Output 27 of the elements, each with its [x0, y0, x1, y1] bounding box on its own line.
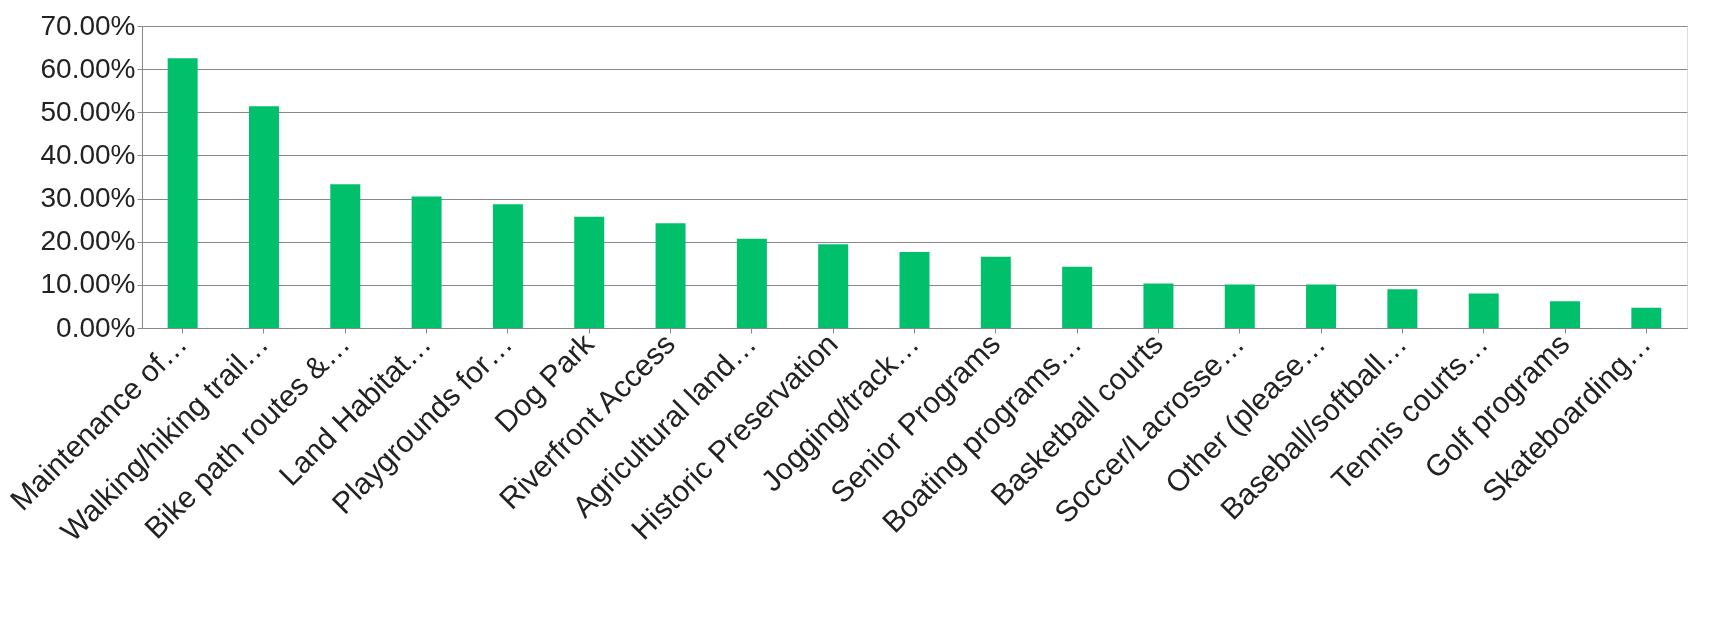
bar	[1062, 266, 1093, 328]
bar	[899, 252, 930, 328]
bar	[248, 106, 279, 328]
y-tick-label: 70.00%	[40, 9, 136, 41]
bar	[655, 223, 686, 328]
bar	[1306, 284, 1337, 328]
bar	[1224, 284, 1255, 328]
bar	[167, 58, 198, 328]
bar	[1631, 307, 1662, 328]
y-tick-label: 40.00%	[40, 138, 136, 170]
bar	[411, 196, 442, 328]
bar	[1468, 293, 1499, 328]
bar	[736, 238, 767, 328]
bar	[818, 244, 849, 328]
bar	[1550, 301, 1581, 328]
y-tick-label: 0.00%	[56, 311, 136, 343]
bar	[492, 204, 523, 328]
y-tick-label: 10.00%	[40, 268, 136, 300]
y-tick-label: 30.00%	[40, 182, 136, 214]
bar	[1143, 283, 1174, 328]
bar	[980, 256, 1011, 328]
y-tick-label: 60.00%	[40, 52, 136, 84]
bar	[330, 184, 361, 328]
y-tick-label: 50.00%	[40, 95, 136, 127]
bar	[1387, 289, 1418, 328]
y-tick-label: 20.00%	[40, 225, 136, 257]
bar	[574, 216, 605, 328]
